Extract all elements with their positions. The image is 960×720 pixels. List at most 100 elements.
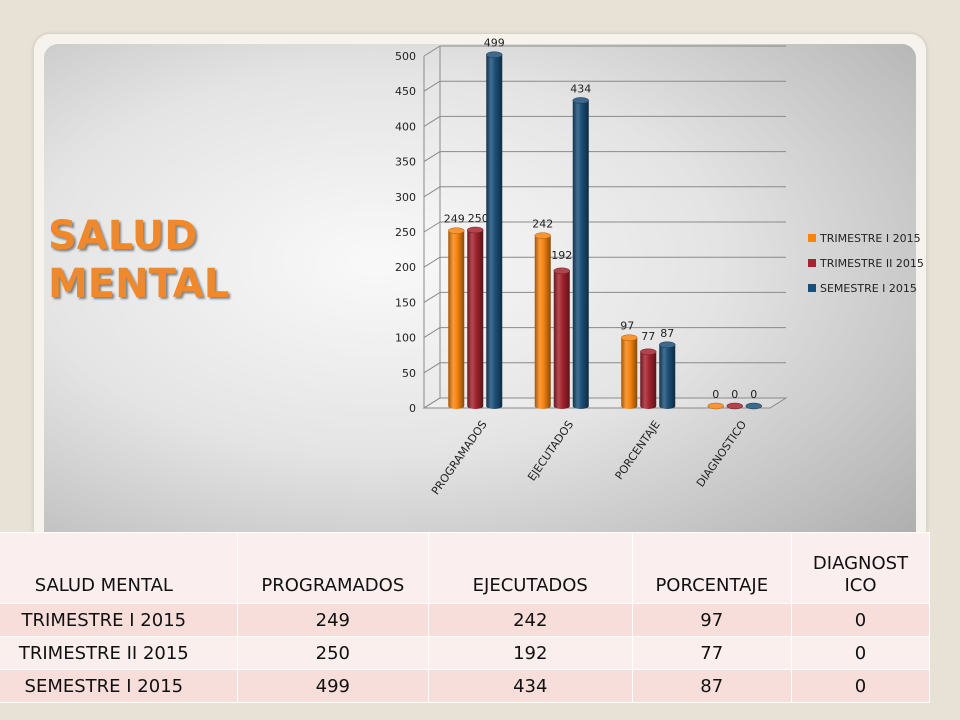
gridline-depth [423, 151, 441, 163]
bar-top [726, 402, 743, 410]
header-diagnostico-line-2: ICO [844, 575, 877, 596]
bar-top [707, 402, 724, 410]
y-tick-label: 200 [395, 261, 416, 274]
table-cell: 499 [236, 669, 430, 703]
x-category-label: EJECUTADOS [525, 418, 576, 483]
bar-top [534, 232, 551, 239]
legend-swatch [808, 234, 816, 242]
bar-top [640, 348, 657, 356]
legend-swatch [808, 284, 816, 292]
table-cell: 97 [631, 603, 793, 637]
data-label: 77 [641, 330, 655, 343]
legend-label: TRIMESTRE I 2015 [819, 232, 921, 245]
y-tick-label: 500 [395, 50, 416, 63]
bar-top [467, 226, 484, 234]
y-tick-label: 50 [402, 367, 416, 380]
gridline-depth [423, 186, 441, 198]
table-row: TRIMESTRE II 2015 250 192 77 0 [0, 636, 930, 670]
bar-body [621, 337, 638, 410]
bar-body [467, 230, 484, 410]
y-tick-label: 250 [395, 226, 416, 239]
gridline-depth [423, 291, 441, 303]
bar-body [659, 344, 676, 410]
y-tick-label: 0 [409, 402, 416, 415]
header-programados: PROGRAMADOS [236, 532, 430, 604]
bar-top [553, 267, 570, 275]
table-cell: 0 [791, 636, 930, 670]
gridline-depth [423, 397, 441, 409]
table-cell: 250 [236, 636, 430, 670]
bar-body [486, 54, 503, 410]
row-label: SEMESTRE I 2015 [0, 669, 238, 703]
table-cell: 434 [428, 669, 633, 703]
gridline-depth [423, 80, 441, 92]
bar [486, 51, 503, 410]
title-line-1: SALUD [48, 213, 198, 259]
bar [640, 348, 657, 410]
y-tick-label: 350 [395, 156, 416, 169]
table-cell: 0 [791, 669, 930, 703]
table-cell: 87 [631, 669, 793, 703]
data-label: 97 [620, 320, 634, 333]
header-ejecutados: EJECUTADOS [428, 532, 633, 604]
bar-top [448, 227, 465, 234]
bar [745, 402, 762, 410]
bar-top [572, 97, 589, 104]
bar [534, 232, 551, 410]
y-tick-label: 300 [395, 191, 416, 204]
slide-title: SALUD MENTAL [48, 212, 229, 308]
table-cell: 242 [428, 603, 633, 637]
x-category-label: DIAGNOSTICO [694, 418, 749, 489]
header-diagnostico: DIAGNOST ICO [791, 532, 930, 604]
header-salud-mental: SALUD MENTAL [0, 532, 238, 604]
table-cell: 249 [236, 603, 430, 637]
bar [726, 402, 743, 410]
data-label: 242 [532, 218, 553, 231]
legend-label: SEMESTRE I 2015 [820, 282, 917, 295]
x-category-label: PORCENTAJE [613, 418, 663, 482]
gridline-depth [423, 221, 441, 233]
row-label: TRIMESTRE I 2015 [0, 603, 238, 637]
bar-body [553, 270, 570, 410]
bar [553, 267, 570, 410]
data-label: 249 [444, 213, 465, 226]
data-label: 87 [660, 327, 674, 340]
bar [707, 402, 724, 410]
gridline-depth [423, 362, 441, 374]
data-label: 499 [484, 37, 505, 50]
bar-top [621, 334, 638, 341]
bar-body [640, 351, 657, 410]
data-label: 0 [712, 388, 719, 401]
header-porcentaje: PORCENTAJE [631, 532, 793, 604]
bar-top [486, 51, 503, 58]
bar [572, 97, 589, 410]
gridline-depth [423, 115, 441, 127]
table-cell: 192 [428, 636, 633, 670]
bar-top [745, 402, 762, 410]
bar-top [659, 341, 676, 349]
row-label: TRIMESTRE II 2015 [0, 636, 238, 670]
bar [448, 227, 465, 410]
table-row: SEMESTRE I 2015 499 434 87 0 [0, 669, 930, 703]
data-label: 0 [731, 388, 738, 401]
data-label: 192 [551, 249, 572, 262]
legend-label: TRIMESTRE II 2015 [819, 257, 924, 270]
table-header-row: SALUD MENTAL PROGRAMADOS EJECUTADOS PORC… [0, 532, 930, 604]
table-cell: 77 [631, 636, 793, 670]
y-tick-label: 450 [395, 85, 416, 98]
bar-body [448, 230, 465, 410]
table-row: TRIMESTRE I 2015 249 242 97 0 [0, 603, 930, 637]
gridline-depth [423, 327, 441, 339]
y-tick-label: 100 [395, 332, 416, 345]
legend-swatch [808, 259, 816, 267]
gridline-depth [423, 256, 441, 268]
bar [621, 334, 638, 410]
gridline-depth [423, 45, 441, 57]
bar [467, 226, 484, 410]
data-label: 434 [570, 82, 591, 95]
bar-body [534, 235, 551, 410]
title-line-2: MENTAL [48, 261, 230, 307]
bar-body [572, 100, 589, 410]
data-label: 0 [750, 388, 757, 401]
